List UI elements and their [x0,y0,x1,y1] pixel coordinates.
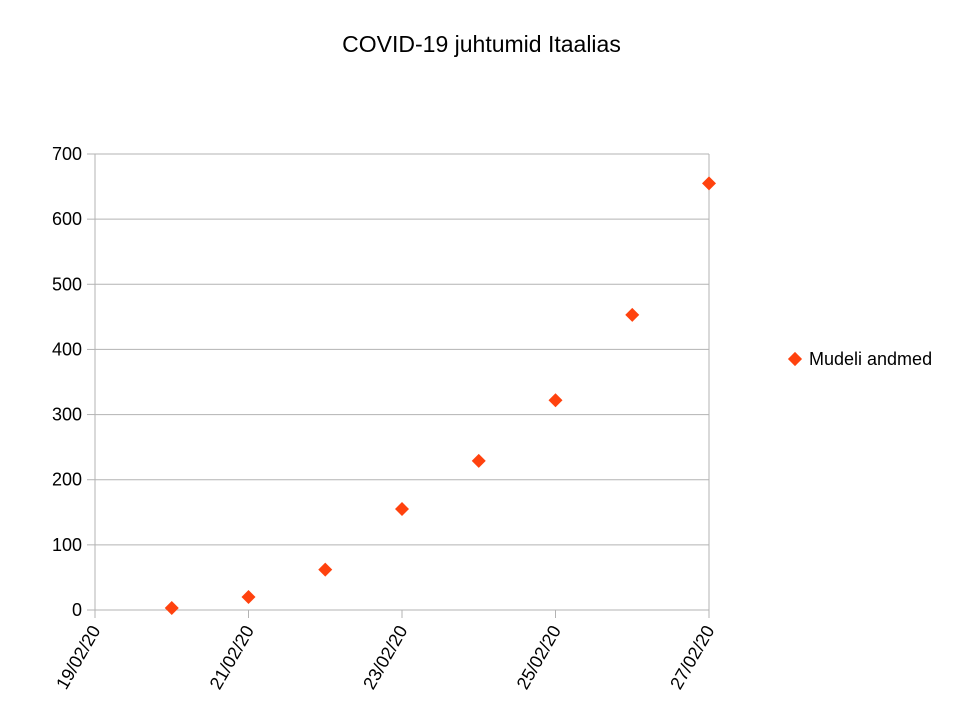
chart-title: COVID-19 juhtumid Itaalias [342,31,621,57]
grid-lines [95,153,709,546]
legend-marker-icon [787,351,803,367]
y-tick-label: 300 [52,405,82,425]
data-point [548,393,563,408]
x-tick-labels: 19/02/20 21/02/20 23/02/20 25/02/20 27/02/20 [52,622,718,693]
y-tick-label: 400 [52,339,82,359]
data-point [241,589,256,604]
y-tick-labels: 0 100 200 300 400 500 600 700 [52,144,82,620]
y-tick-label: 100 [52,535,82,555]
x-tick-label: 19/02/20 [52,622,104,693]
y-tick-label: 500 [52,274,82,294]
y-tick-label: 600 [52,209,82,229]
x-tick-label: 23/02/20 [359,622,411,693]
data-point [625,307,640,322]
data-point [164,601,179,616]
data-points [164,176,716,616]
data-point [702,176,716,191]
data-point [318,562,333,577]
legend-label: Mudeli andmed [809,348,933,369]
data-point [395,502,409,517]
data-point [471,453,486,468]
x-tick-label: 27/02/20 [666,622,718,693]
y-tick-label: 200 [52,470,82,490]
legend: Mudeli andmed [787,347,933,371]
y-tick-label: 700 [52,144,82,164]
y-tick-label: 0 [72,600,82,620]
x-tick-label: 25/02/20 [513,622,565,693]
x-tick-label: 21/02/20 [206,622,258,693]
axes [87,153,710,618]
